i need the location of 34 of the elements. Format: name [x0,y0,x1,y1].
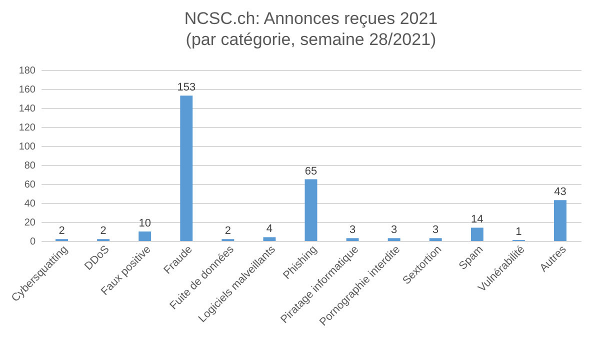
data-label: 3 [391,224,398,236]
bar [554,200,566,241]
y-tick-label: 40 [24,198,36,210]
data-label: 2 [224,225,231,238]
data-label: 43 [554,186,566,198]
bar [304,179,318,241]
data-label: 3 [349,224,356,236]
y-tick-label: 160 [18,84,36,96]
chart-subtitle: (par catégorie, semaine 28/2021) [186,30,436,49]
bar [263,237,276,241]
data-label: 153 [177,82,196,94]
y-tick-label: 20 [24,218,36,228]
bar [180,96,193,241]
data-label: 3 [432,224,439,236]
data-label: 65 [304,165,318,178]
data-label: 2 [100,225,106,238]
bar [138,232,152,241]
bar [470,228,484,241]
data-label: 4 [266,223,273,236]
data-label: 14 [471,214,484,226]
y-tick-label: 100 [18,142,36,152]
y-tick-label: 80 [24,160,36,172]
bar [429,238,442,241]
data-label: 10 [138,218,151,230]
y-tick-label: 60 [24,180,36,190]
chart-title: NCSC.ch: Annonces reçues 2021 [184,9,438,28]
y-tick-label: 120 [18,122,36,134]
bar [346,238,359,241]
data-label: 2 [58,225,65,238]
data-label: 1 [516,226,522,238]
y-tick-label: 140 [18,104,36,114]
y-tick-label: 180 [18,66,36,76]
bar [388,238,400,241]
y-tick-label: 0 [30,236,36,248]
